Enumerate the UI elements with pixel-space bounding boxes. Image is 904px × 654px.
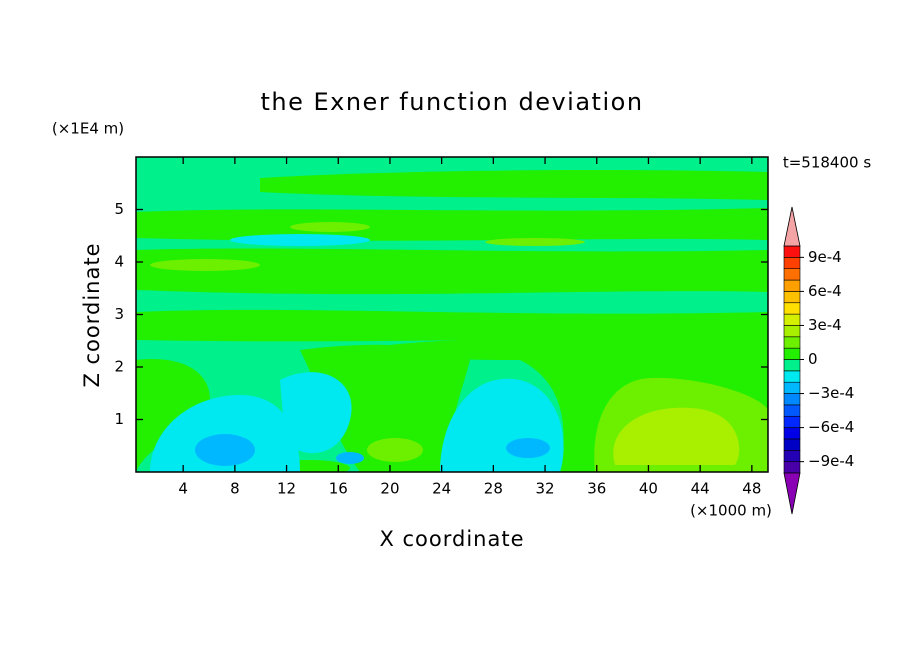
y-axis-label: Z coordinate (80, 242, 104, 387)
colorbar-swatch (783, 313, 801, 326)
x-tick-label: 4 (178, 480, 188, 498)
contour-region (136, 359, 210, 472)
colorbar-swatch (783, 381, 801, 394)
x-axis-label: X coordinate (379, 527, 524, 551)
colorbar-tick-label: 3e-4 (808, 316, 842, 334)
x-tick-label: 44 (691, 480, 710, 498)
colorbar-swatch (783, 268, 801, 281)
colorbar-tick-label: 9e-4 (808, 248, 842, 266)
x-tick-label: 8 (230, 480, 240, 498)
y-tick-label: 2 (114, 358, 124, 376)
colorbar-swatch (783, 415, 801, 428)
colorbar-swatch (783, 257, 801, 270)
colorbar-swatch (783, 291, 801, 304)
contour-region (300, 344, 470, 472)
colorbar-swatch (783, 359, 801, 372)
x-tick-label: 16 (329, 480, 348, 498)
contour-region (613, 407, 740, 465)
colorbar-swatch (783, 438, 801, 451)
time-label: t=518400 s (783, 154, 871, 172)
colorbar-swatch (783, 427, 801, 440)
colorbar-swatch (783, 370, 801, 383)
contour-region (506, 438, 550, 458)
contour-region (280, 372, 352, 454)
colorbar-tick-label: 0 (808, 350, 818, 368)
contour-region (336, 452, 364, 464)
y-tick-label: 3 (114, 305, 124, 323)
x-tick-label: 48 (742, 480, 761, 498)
colorbar-swatch (783, 336, 801, 349)
colorbar-swatch (783, 449, 801, 462)
y-tick-label: 1 (114, 410, 124, 428)
x-unit: (×1000 m) (690, 502, 772, 520)
x-tick-label: 32 (536, 480, 555, 498)
contour-region (136, 208, 768, 241)
plot-frame (135, 156, 769, 473)
contour-region (150, 259, 260, 271)
contour-region (195, 434, 255, 466)
contour-region (485, 238, 585, 246)
contour-region (230, 234, 370, 246)
colorbar-under (783, 472, 801, 515)
colorbar-swatch (783, 302, 801, 315)
x-tick-label: 20 (380, 480, 399, 498)
contour-region (136, 248, 768, 295)
x-tick-label: 36 (587, 480, 606, 498)
colorbar-swatch (783, 461, 801, 474)
colorbar-swatch (783, 279, 801, 292)
contour-region (150, 395, 300, 472)
colorbar-swatch (783, 347, 801, 360)
chart-title: the Exner function deviation (260, 88, 643, 116)
y-unit: (×1E4 m) (52, 120, 124, 138)
contour-region (290, 222, 370, 232)
colorbar-tick-label: −9e-4 (808, 452, 854, 470)
x-tick-label: 24 (432, 480, 451, 498)
colorbar-over (783, 206, 801, 247)
colorbar-swatch (783, 404, 801, 417)
contour-region (260, 170, 768, 200)
x-tick-label: 28 (484, 480, 503, 498)
contour-region (136, 309, 768, 342)
contour-region (367, 438, 423, 462)
y-tick-label: 4 (114, 253, 124, 271)
colorbar-swatch (783, 393, 801, 406)
colorbar-tick-label: 6e-4 (808, 282, 842, 300)
colorbar-swatch (783, 245, 801, 258)
colorbar-tick-label: −3e-4 (808, 384, 854, 402)
x-tick-label: 12 (277, 480, 296, 498)
colorbar-swatch (783, 325, 801, 338)
contour-field (136, 157, 768, 472)
y-tick-label: 5 (114, 200, 124, 218)
x-tick-label: 40 (639, 480, 658, 498)
colorbar-tick-label: −6e-4 (808, 418, 854, 436)
